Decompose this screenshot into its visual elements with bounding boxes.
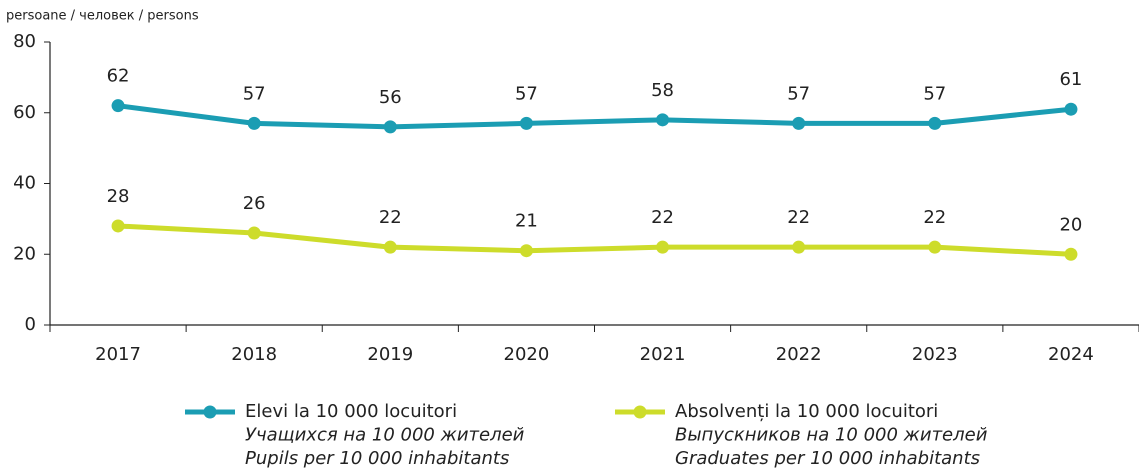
data-label: 58: [651, 80, 674, 101]
series-line: [117, 223, 1072, 257]
x-tick-label: 2022: [776, 344, 822, 365]
data-point: [792, 240, 806, 254]
x-tick-label: 2021: [640, 344, 686, 365]
y-tick-label: 60: [13, 102, 36, 123]
legend-label: Elevi la 10 000 locuitori: [245, 401, 457, 422]
data-point: [247, 116, 261, 130]
y-tick-label: 20: [13, 243, 36, 264]
data-label: 22: [379, 207, 402, 228]
data-label: 21: [515, 211, 538, 232]
x-tick-label: 2023: [912, 344, 958, 365]
data-point: [1064, 247, 1078, 261]
data-label: 61: [1059, 69, 1082, 90]
x-tick-label: 2020: [504, 344, 550, 365]
data-label: 57: [243, 83, 266, 104]
data-point: [111, 99, 125, 113]
data-label: 20: [1059, 214, 1082, 235]
x-tick-label: 2024: [1048, 344, 1094, 365]
legend-label: Pupils per 10 000 inhabitants: [245, 448, 509, 469]
data-point: [1064, 102, 1078, 116]
data-label: 57: [515, 83, 538, 104]
legend-label: Учащихся на 10 000 жителей: [245, 425, 525, 446]
data-label: 57: [923, 83, 946, 104]
data-label: 62: [107, 66, 130, 87]
data-label: 22: [923, 207, 946, 228]
data-label: 56: [379, 87, 402, 108]
data-label: 57: [787, 83, 810, 104]
y-tick-label: 80: [13, 31, 36, 52]
data-point: [519, 116, 533, 130]
data-label: 26: [243, 193, 266, 214]
data-point: [656, 113, 670, 127]
legend-label: Absolvenți la 10 000 locuitori: [675, 401, 938, 422]
x-tick-label: 2019: [367, 344, 413, 365]
y-axis-label: persoane / человек / persons: [6, 9, 199, 24]
legend-label: Graduates per 10 000 inhabitants: [675, 448, 980, 469]
y-tick-label: 40: [13, 173, 36, 194]
data-point: [383, 120, 397, 134]
data-point: [519, 244, 533, 258]
x-tick-label: 2017: [95, 344, 141, 365]
x-tick-label: 2018: [231, 344, 277, 365]
data-label: 22: [787, 207, 810, 228]
data-label: 28: [107, 186, 130, 207]
data-point: [928, 240, 942, 254]
data-point: [792, 116, 806, 130]
data-point: [247, 226, 261, 240]
legend-marker: [203, 405, 217, 419]
legend-marker: [633, 405, 647, 419]
data-point: [656, 240, 670, 254]
series-line: [117, 103, 1072, 130]
y-tick-label: 0: [25, 314, 36, 335]
data-point: [383, 240, 397, 254]
data-label: 22: [651, 207, 674, 228]
data-point: [111, 219, 125, 233]
legend-label: Выпускников на 10 000 жителей: [675, 425, 988, 446]
data-point: [928, 116, 942, 130]
